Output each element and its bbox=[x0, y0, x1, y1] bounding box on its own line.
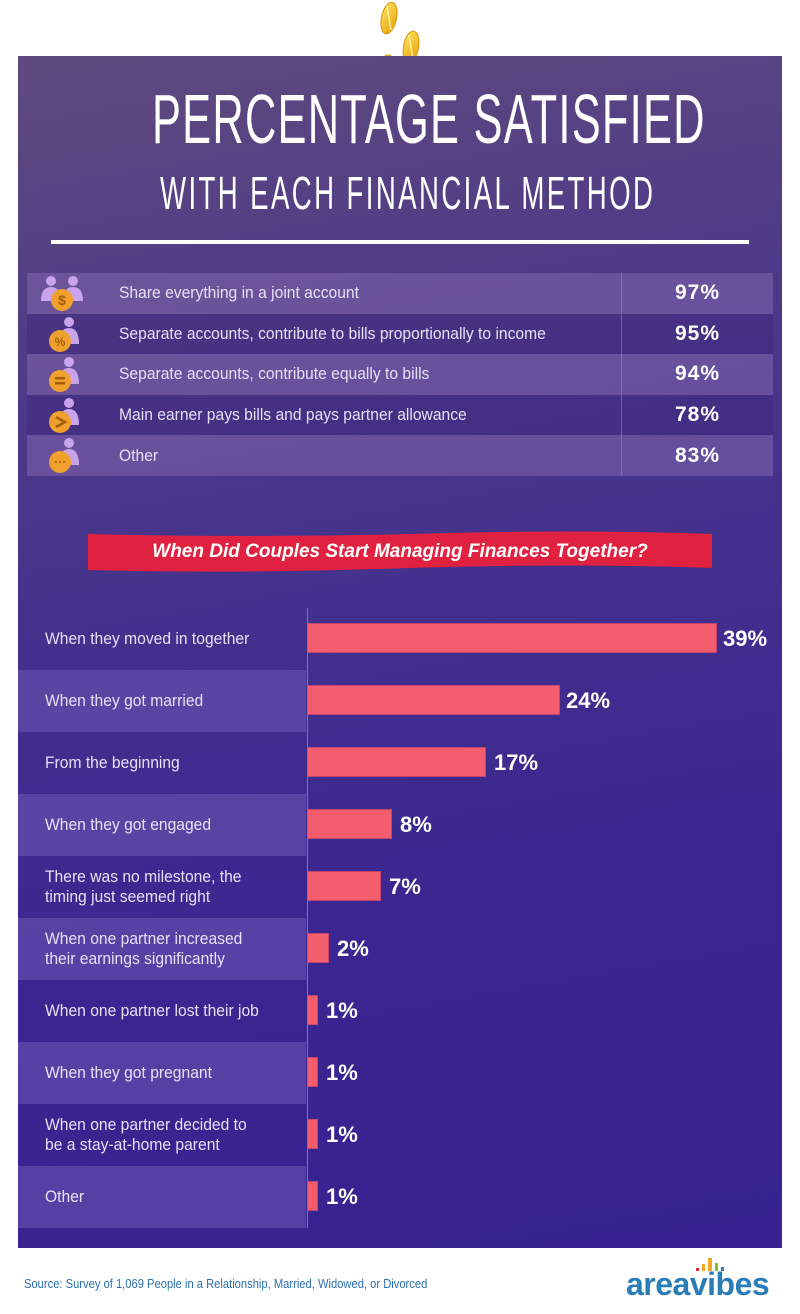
bar-value: 17% bbox=[494, 750, 539, 775]
method-label: Separate accounts, contribute equally to… bbox=[119, 364, 430, 384]
bar bbox=[308, 1181, 318, 1211]
bar-value: 1% bbox=[326, 1060, 358, 1085]
page-subtitle: WITH EACH FINANCIAL METHOD bbox=[159, 167, 656, 219]
column-divider bbox=[621, 313, 622, 355]
bar-label-cell: When they moved in together bbox=[18, 608, 306, 670]
bar-label: When one partner increased their earning… bbox=[45, 928, 243, 968]
bar bbox=[308, 747, 486, 777]
person-equals-icon bbox=[49, 357, 79, 393]
source-note: Source: Survey of 1,069 People in a Rela… bbox=[24, 1276, 428, 1291]
page-title: PERCENTAGE SATISFIED bbox=[152, 80, 706, 158]
bar-value: 1% bbox=[326, 1184, 358, 1209]
method-label: Share everything in a joint account bbox=[119, 283, 359, 303]
bar-row: When they got engaged 8% bbox=[18, 794, 782, 856]
bar-label: Other bbox=[45, 1186, 85, 1206]
bar-row: When one partner increased their earning… bbox=[18, 918, 782, 980]
bar-label: When they moved in together bbox=[45, 628, 250, 648]
table-row: $ Share everything in a joint account 97… bbox=[27, 273, 773, 314]
bar bbox=[308, 933, 329, 963]
bar-value: 39% bbox=[723, 626, 768, 651]
bar-label: When one partner decided to be a stay-at… bbox=[45, 1114, 247, 1154]
bar-value: 1% bbox=[326, 1122, 358, 1147]
title-divider bbox=[51, 240, 749, 244]
bar bbox=[308, 1119, 318, 1149]
bar-value: 7% bbox=[389, 874, 421, 899]
method-value: 95% bbox=[674, 321, 721, 345]
bar-label-cell: When they got married bbox=[18, 670, 306, 732]
bar-label-cell: Other bbox=[18, 1166, 306, 1228]
bar-label-cell: When they got engaged bbox=[18, 794, 306, 856]
section-banner: When Did Couples Start Managing Finances… bbox=[88, 530, 712, 574]
method-value: 78% bbox=[674, 403, 721, 427]
bar-label-cell: From the beginning bbox=[18, 732, 306, 794]
column-divider bbox=[621, 394, 622, 436]
bar-row: When they got pregnant 1% bbox=[18, 1042, 782, 1104]
bar-value: 1% bbox=[326, 998, 358, 1023]
bar-row: When they got married 24% bbox=[18, 670, 782, 732]
bar bbox=[308, 1057, 318, 1087]
svg-text:$: $ bbox=[58, 292, 66, 308]
method-value: 94% bbox=[674, 362, 721, 386]
bar-label: When one partner lost their job bbox=[45, 1000, 259, 1020]
bar bbox=[308, 871, 381, 901]
column-divider bbox=[621, 273, 622, 314]
method-label: Separate accounts, contribute to bills p… bbox=[119, 323, 546, 343]
bar bbox=[308, 623, 717, 653]
bar-label: When they got pregnant bbox=[45, 1062, 212, 1082]
signal-bars-icon bbox=[696, 1258, 724, 1271]
bar bbox=[308, 685, 560, 715]
bar-row: There was no milestone, the timing just … bbox=[18, 856, 782, 918]
bar-label: When they got engaged bbox=[45, 814, 212, 834]
bar-value: 8% bbox=[400, 812, 432, 837]
table-row: Other 83% bbox=[27, 435, 773, 476]
bar-row: When one partner decided to be a stay-at… bbox=[18, 1104, 782, 1166]
ribbon-shape bbox=[88, 531, 712, 572]
bar-label-cell: When they got pregnant bbox=[18, 1042, 306, 1104]
svg-text:%: % bbox=[55, 335, 66, 349]
method-label: Main earner pays bills and pays partner … bbox=[119, 405, 467, 425]
column-divider bbox=[621, 354, 622, 395]
method-value: 83% bbox=[674, 443, 721, 467]
satisfaction-table: $ Share everything in a joint account 97… bbox=[27, 273, 773, 476]
areavibes-logo: areavibes bbox=[622, 1258, 782, 1304]
banner-title: When Did Couples Start Managing Finances… bbox=[152, 541, 648, 562]
bar-value: 2% bbox=[337, 936, 369, 961]
bar-value: 24% bbox=[566, 688, 611, 713]
bar bbox=[308, 995, 318, 1025]
table-row: Separate accounts, contribute equally to… bbox=[27, 354, 773, 395]
bar-row: From the beginning 17% bbox=[18, 732, 782, 794]
bar-label: When they got married bbox=[45, 690, 204, 710]
bar-row: Other 1% bbox=[18, 1166, 782, 1228]
bar-label: From the beginning bbox=[45, 752, 180, 772]
table-row: % Separate accounts, contribute to bills… bbox=[27, 313, 773, 355]
person-greater-than-icon bbox=[49, 397, 79, 433]
bar-label-cell: When one partner decided to be a stay-at… bbox=[18, 1104, 306, 1166]
bar bbox=[308, 809, 392, 839]
method-label: Other bbox=[119, 445, 159, 465]
person-ellipsis-icon bbox=[49, 438, 79, 474]
bar-row: When they moved in together 39% bbox=[18, 608, 782, 670]
bar-row: When one partner lost their job 1% bbox=[18, 980, 782, 1042]
chart-axis bbox=[307, 608, 308, 1228]
method-value: 97% bbox=[674, 281, 721, 305]
table-row: Main earner pays bills and pays partner … bbox=[27, 394, 773, 436]
person-percent-icon: % bbox=[49, 316, 79, 352]
column-divider bbox=[621, 435, 622, 476]
logo-text: areavibes bbox=[626, 1266, 770, 1302]
bar-label-cell: When one partner increased their earning… bbox=[18, 918, 306, 980]
bar-label-cell: There was no milestone, the timing just … bbox=[18, 856, 306, 918]
bar-label-cell: When one partner lost their job bbox=[18, 980, 306, 1042]
couple-dollar-icon: $ bbox=[41, 276, 83, 311]
bar-label: There was no milestone, the timing just … bbox=[45, 866, 242, 906]
